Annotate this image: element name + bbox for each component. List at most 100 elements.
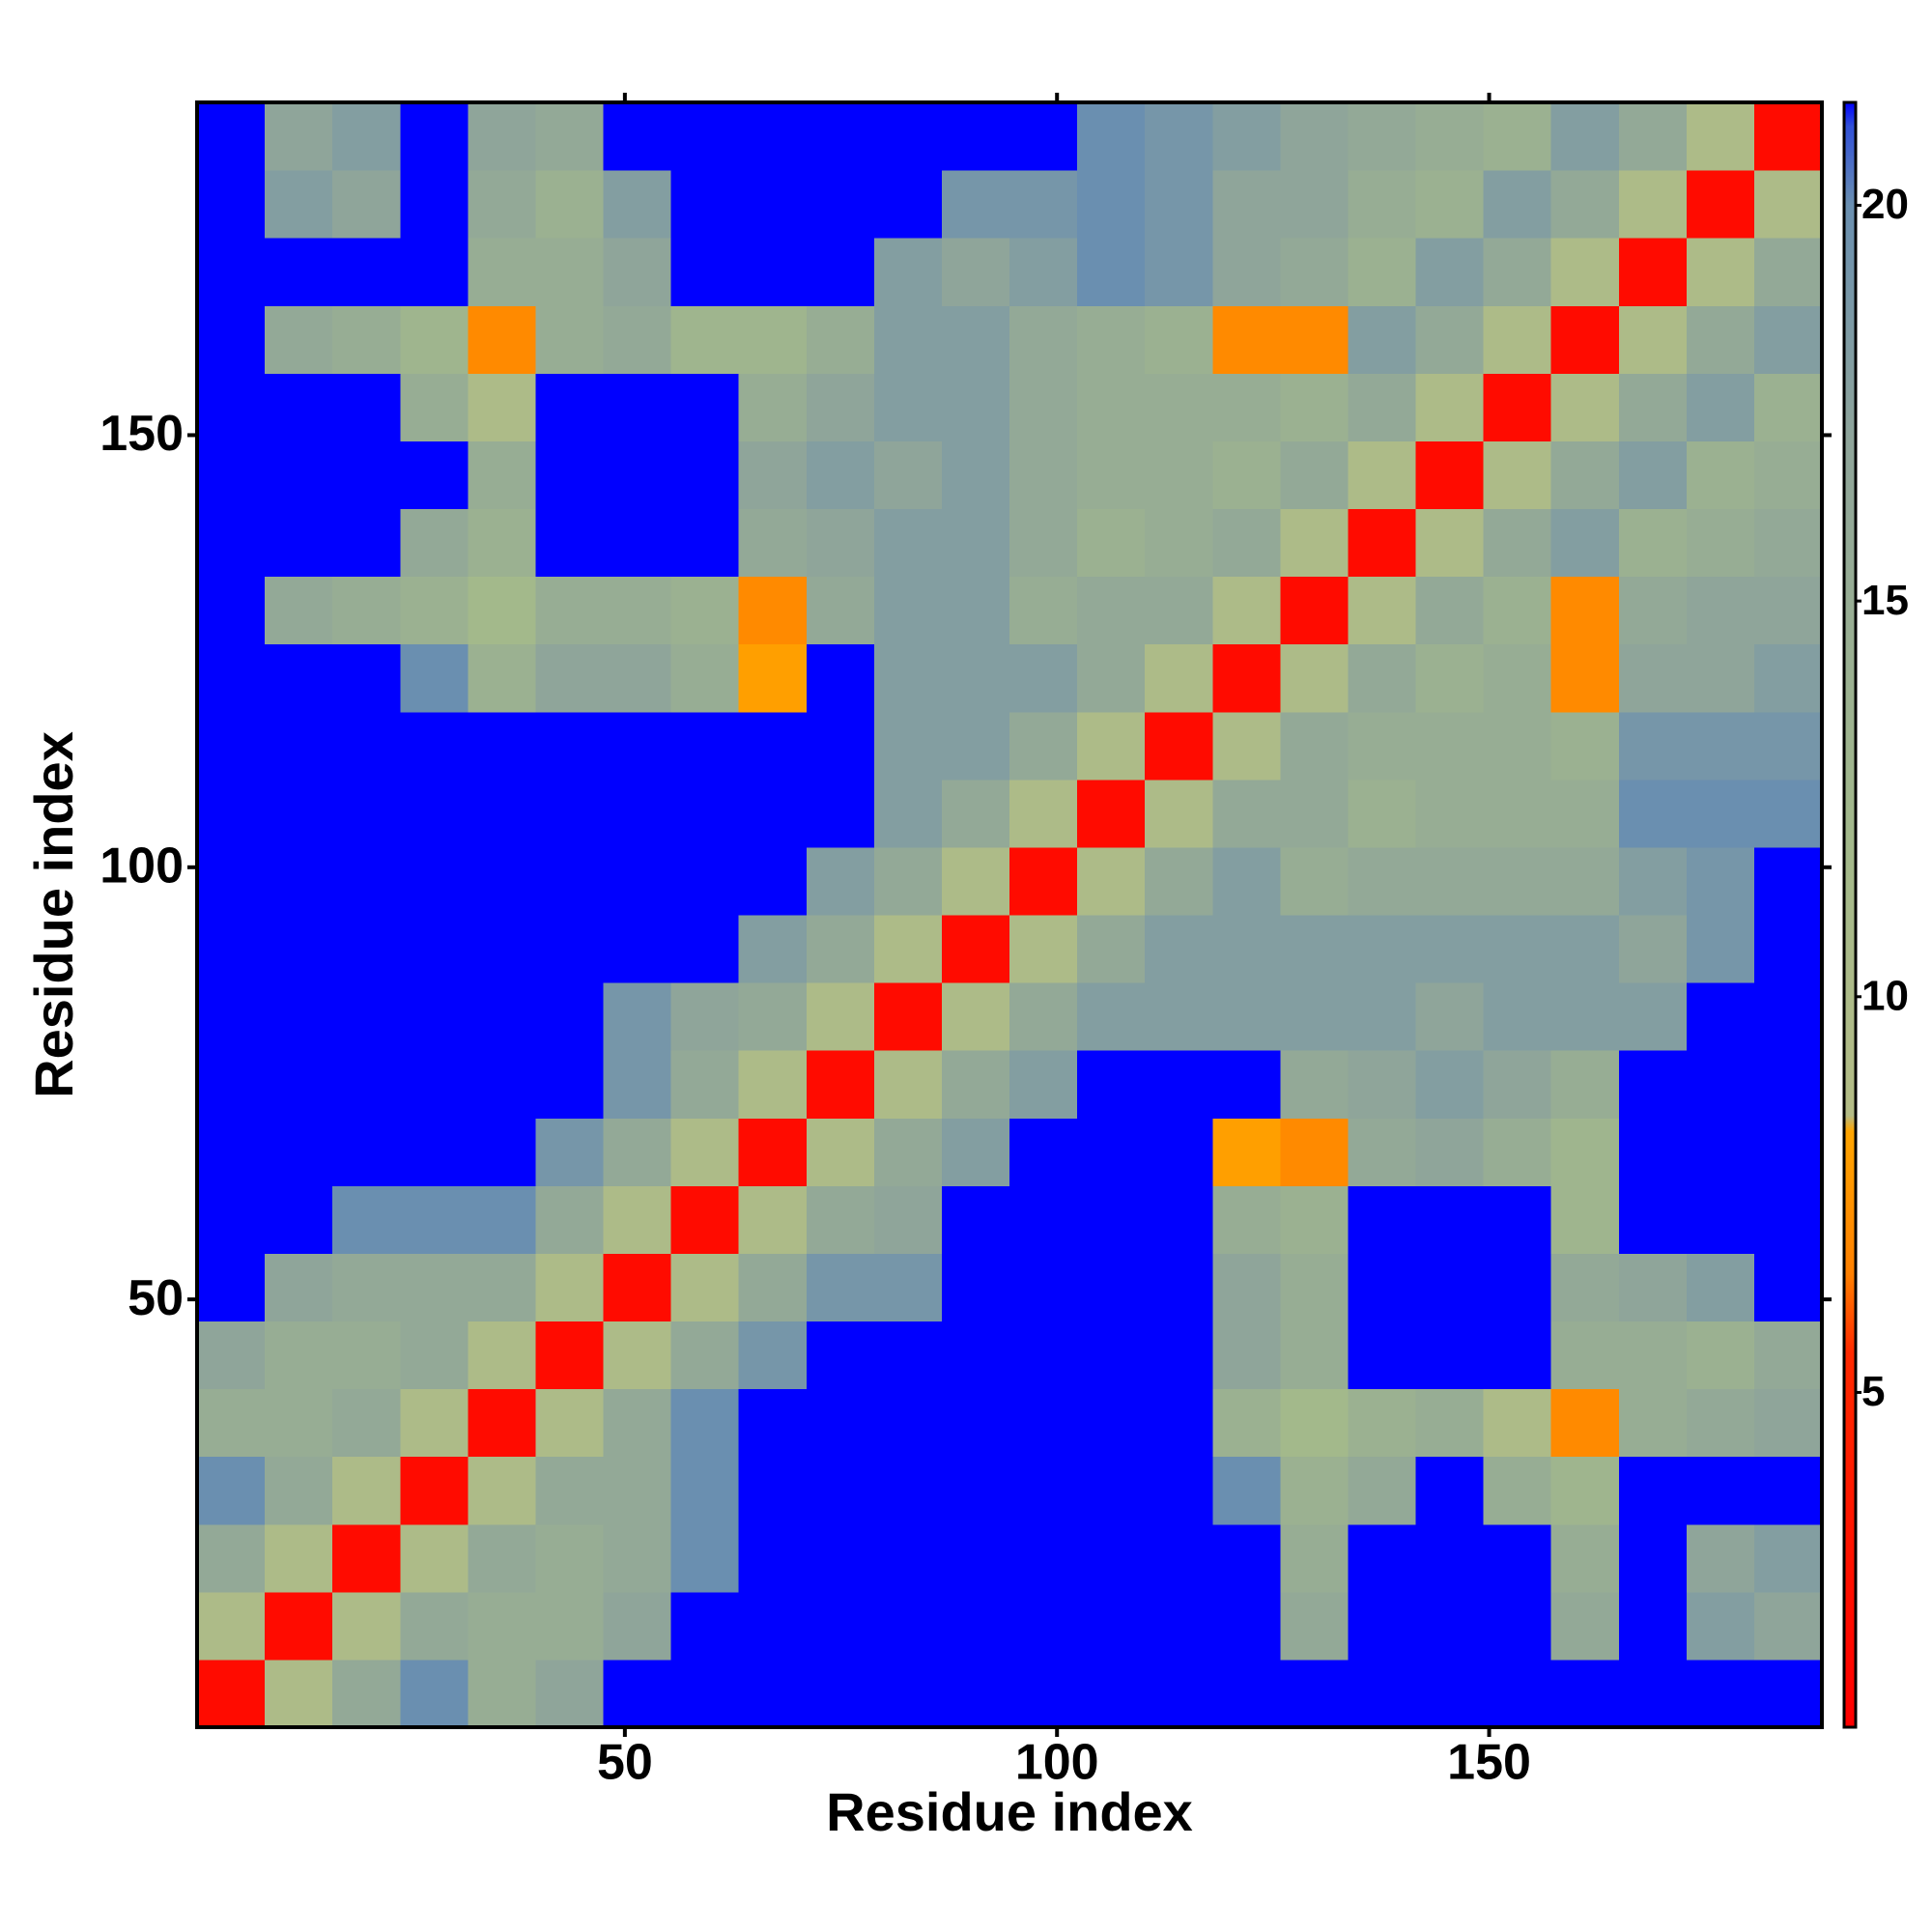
y-tick-label: 100 — [99, 838, 184, 895]
heatmap-cell — [332, 1523, 401, 1593]
heatmap-cell — [1077, 1321, 1146, 1390]
heatmap-cell — [670, 1388, 740, 1458]
heatmap-cell — [738, 576, 808, 645]
heatmap-cell — [1753, 508, 1823, 578]
heatmap-cell — [400, 305, 469, 374]
heatmap-cell — [332, 915, 401, 983]
heatmap-cell — [1077, 915, 1146, 983]
heatmap-cell — [670, 846, 740, 916]
heatmap-cell — [1212, 1523, 1281, 1593]
heatmap-cell — [1753, 238, 1823, 306]
heatmap-cell — [670, 915, 740, 983]
heatmap-cell — [806, 1388, 875, 1458]
heatmap-cell — [1415, 779, 1485, 848]
heatmap-cell — [265, 1185, 333, 1254]
heatmap-cell — [1618, 1591, 1688, 1661]
heatmap-cell — [1009, 846, 1078, 916]
heatmap-cell — [1415, 440, 1485, 509]
heatmap-cell — [1145, 779, 1213, 848]
heatmap-cell — [738, 1050, 808, 1119]
heatmap-cell — [1753, 1388, 1823, 1458]
heatmap-cell — [1686, 1523, 1755, 1593]
heatmap-cell — [1550, 982, 1620, 1051]
heatmap-cell — [468, 102, 536, 171]
heatmap-cell — [468, 170, 536, 239]
heatmap-cell — [535, 982, 604, 1051]
heatmap-cell — [873, 1388, 943, 1458]
heatmap-cell — [670, 982, 740, 1051]
heatmap-cell — [873, 1185, 943, 1254]
heatmap-cell — [1212, 643, 1281, 713]
heatmap-cell — [400, 1591, 469, 1661]
heatmap-cell — [1280, 170, 1349, 239]
heatmap-cell — [1483, 1050, 1552, 1119]
heatmap-cell — [1618, 1050, 1688, 1119]
heatmap-cell — [1753, 305, 1823, 374]
heatmap-cell — [738, 1659, 808, 1728]
heatmap-cell — [265, 915, 333, 983]
heatmap-cell — [197, 1050, 266, 1119]
heatmap-cell — [1483, 846, 1552, 916]
heatmap-cell — [332, 779, 401, 848]
heatmap-cell — [1077, 1456, 1146, 1525]
heatmap-cell — [535, 102, 604, 171]
heatmap-cell — [1686, 170, 1755, 239]
heatmap-cell — [265, 779, 333, 848]
heatmap-cell — [265, 305, 333, 374]
heatmap-cell — [873, 305, 943, 374]
heatmap-cell — [468, 1321, 536, 1390]
heatmap-cell — [1618, 1659, 1688, 1728]
heatmap-cell — [1550, 915, 1620, 983]
heatmap-cell — [265, 1523, 333, 1593]
heatmap-cell — [1753, 1659, 1823, 1728]
heatmap-cell — [670, 643, 740, 713]
heatmap-cell — [1550, 643, 1620, 713]
heatmap-cell — [1415, 170, 1485, 239]
heatmap-cell — [1077, 1388, 1146, 1458]
heatmap-cell — [1618, 238, 1688, 306]
heatmap-cell — [806, 102, 875, 171]
heatmap-cell — [738, 1591, 808, 1661]
x-tick-label: 50 — [597, 1735, 653, 1791]
heatmap-cell — [1348, 1185, 1416, 1254]
heatmap-cell — [400, 1118, 469, 1186]
heatmap-cell — [1550, 102, 1620, 171]
heatmap-cell — [468, 576, 536, 645]
heatmap-cell — [400, 1523, 469, 1593]
heatmap-cell — [738, 1118, 808, 1186]
heatmap-cell — [265, 711, 333, 781]
heatmap-cell — [738, 915, 808, 983]
heatmap-cell — [873, 1591, 943, 1661]
heatmap-cell — [1686, 1253, 1755, 1321]
heatmap-cell — [1009, 170, 1078, 239]
heatmap-cell — [1348, 238, 1416, 306]
heatmap-cell — [1009, 508, 1078, 578]
heatmap-cell — [197, 440, 266, 509]
heatmap-cell — [941, 1118, 1010, 1186]
heatmap-cell — [400, 915, 469, 983]
heatmap-cell — [468, 779, 536, 848]
heatmap-cell — [873, 711, 943, 781]
heatmap-cell — [468, 1591, 536, 1661]
heatmap-cell — [941, 1659, 1010, 1728]
heatmap-cell — [332, 1388, 401, 1458]
x-axis-title: Residue index — [826, 1781, 1193, 1842]
heatmap-cell — [1212, 1253, 1281, 1321]
heatmap-cell — [197, 170, 266, 239]
heatmap-cell — [1618, 576, 1688, 645]
heatmap-cell — [941, 1456, 1010, 1525]
heatmap-cell — [1077, 305, 1146, 374]
heatmap-cell — [670, 1523, 740, 1593]
heatmap-cell — [873, 576, 943, 645]
heatmap-cell — [1415, 102, 1485, 171]
heatmap-cell — [1280, 1523, 1349, 1593]
heatmap-cell — [1145, 982, 1213, 1051]
heatmap-cell — [1618, 711, 1688, 781]
heatmap-cell — [1686, 1659, 1755, 1728]
heatmap-cell — [603, 846, 672, 916]
heatmap-cell — [1145, 1050, 1213, 1119]
heatmap-cell — [1618, 373, 1688, 441]
heatmap-cell — [332, 1185, 401, 1254]
heatmap-cell — [468, 643, 536, 713]
heatmap-cell — [1212, 915, 1281, 983]
